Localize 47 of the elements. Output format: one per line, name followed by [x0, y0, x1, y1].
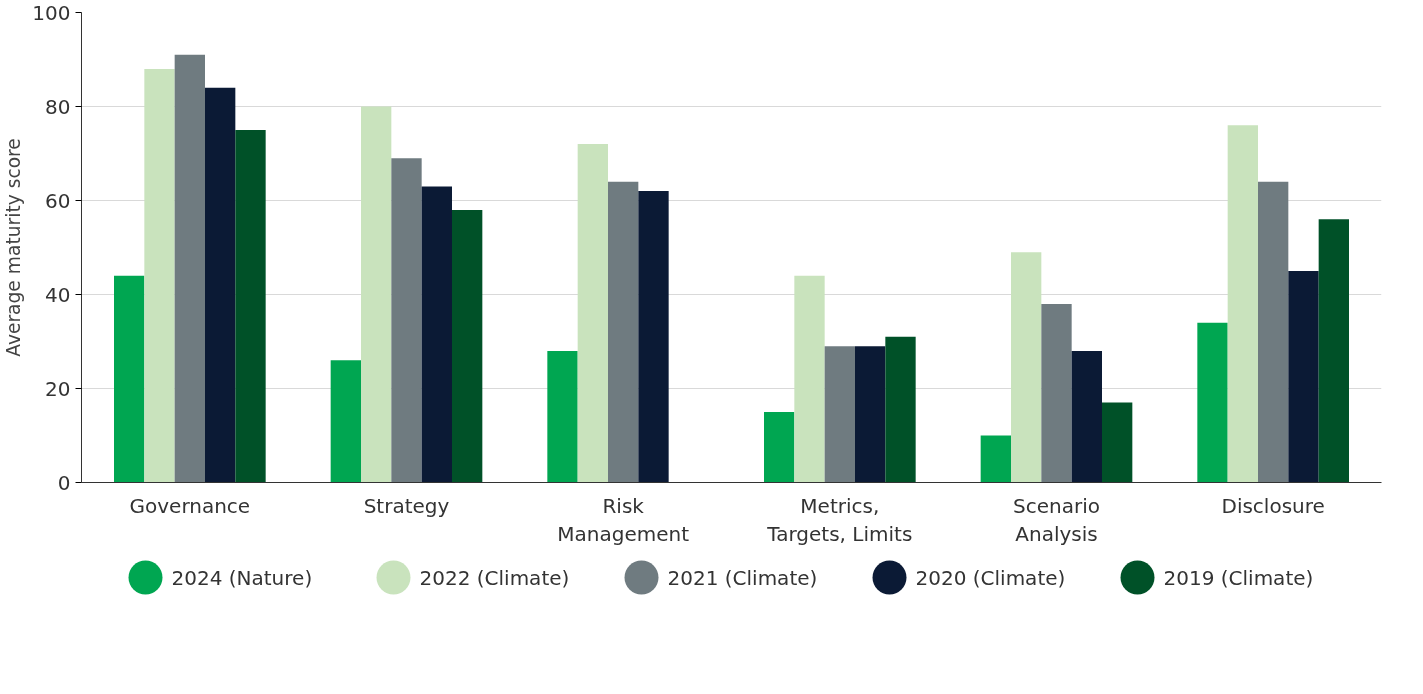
y-tick-label: 100: [32, 0, 71, 25]
bar: [1258, 181, 1289, 483]
x-tick-label: Governance: [129, 493, 251, 518]
bar: [330, 360, 361, 483]
bar: [794, 275, 825, 483]
bar: [547, 350, 578, 483]
y-tick-label: 80: [45, 94, 71, 119]
y-tick-label: 40: [45, 282, 71, 307]
y-tick-label: 60: [45, 188, 71, 213]
legend-label: 2024 (Nature): [171, 565, 313, 590]
bar: [361, 106, 392, 483]
bar: [114, 275, 145, 483]
bar: [1041, 303, 1072, 483]
legend-label: 2022 (Climate): [419, 565, 570, 590]
bar: [1197, 322, 1228, 483]
x-tick-label: Disclosure: [1221, 493, 1325, 518]
x-tick-label: Strategy: [363, 493, 450, 518]
bar: [235, 130, 266, 483]
bar: [855, 346, 886, 483]
bar: [144, 68, 175, 483]
legend-label: 2019 (Climate): [1163, 565, 1314, 590]
bar: [1318, 219, 1349, 483]
legend-label: 2020 (Climate): [915, 565, 1066, 590]
bar: [824, 346, 855, 483]
legend-label: 2021 (Climate): [667, 565, 818, 590]
bar: [1288, 271, 1319, 483]
bar: [421, 186, 452, 483]
bar: [638, 191, 669, 483]
bar: [577, 144, 608, 483]
y-tick-label: 20: [45, 376, 71, 401]
x-tick-label: Scenario Analysis: [1013, 493, 1100, 547]
x-tick-label: Risk Management: [557, 493, 690, 547]
bar: [608, 181, 639, 483]
bar: [174, 54, 205, 483]
bar: [885, 336, 916, 483]
bar: [1102, 402, 1133, 483]
bar: [1011, 252, 1042, 483]
y-axis-title: Average maturity score: [3, 138, 25, 357]
bar: [980, 435, 1011, 483]
bar: [205, 87, 236, 483]
x-tick-label: Metrics, Targets, Limits: [766, 493, 913, 547]
bar: [1227, 125, 1258, 483]
y-tick-label: 0: [57, 470, 71, 495]
bar: [391, 158, 422, 483]
bar: [1071, 350, 1102, 483]
bar: [452, 209, 483, 483]
bar: [764, 412, 795, 483]
